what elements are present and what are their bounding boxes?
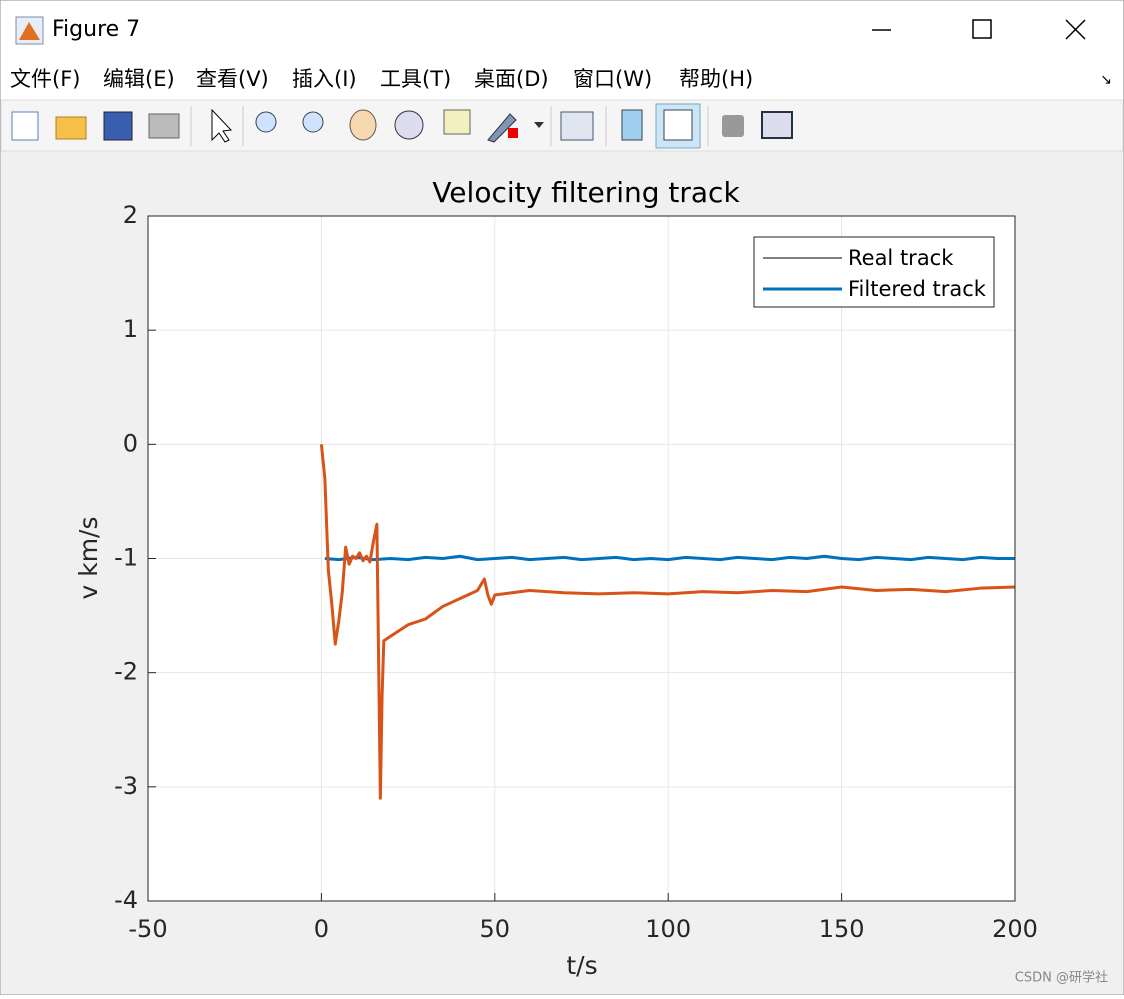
tool-dropdown[interactable] bbox=[534, 122, 544, 128]
menu-item[interactable]: 文件(F) bbox=[10, 67, 80, 91]
tool-brush-color bbox=[508, 128, 518, 138]
legend-label: Real track bbox=[848, 246, 954, 270]
y-tick-label: 0 bbox=[123, 429, 138, 457]
tool-save[interactable] bbox=[103, 111, 133, 141]
tool-legend[interactable] bbox=[663, 109, 693, 141]
tool-brush[interactable] bbox=[487, 113, 517, 143]
tool-rotate[interactable] bbox=[394, 110, 424, 140]
legend-box bbox=[753, 236, 995, 308]
menu-item[interactable]: 编辑(E) bbox=[103, 67, 175, 91]
x-tick-label: -50 bbox=[128, 915, 167, 943]
title-bar bbox=[1, 1, 1123, 58]
tool-colorbar[interactable] bbox=[621, 109, 643, 141]
legend-label: Filtered track bbox=[848, 277, 987, 301]
menu-item[interactable]: 插入(I) bbox=[292, 67, 357, 91]
app-icon-shape bbox=[19, 22, 40, 40]
tool-pointer[interactable] bbox=[211, 108, 233, 143]
close-button[interactable] bbox=[1065, 19, 1086, 40]
x-tick-label: 50 bbox=[480, 915, 511, 943]
tool-zoom-out[interactable] bbox=[302, 111, 324, 133]
tool-zoom-in[interactable] bbox=[255, 111, 277, 133]
window-title: Figure 7 bbox=[52, 17, 140, 42]
dock-arrow[interactable]: ↘ bbox=[1100, 72, 1112, 88]
maximize-button[interactable] bbox=[972, 19, 992, 39]
x-tick-label: 0 bbox=[314, 915, 329, 943]
y-axis-label: v km/s bbox=[74, 516, 103, 599]
data-line bbox=[324, 554, 1015, 562]
tool-datatip[interactable] bbox=[443, 109, 471, 135]
x-tick-label: 100 bbox=[645, 915, 691, 943]
chart-title: Velocity filtering track bbox=[432, 176, 740, 209]
x-tick-label: 200 bbox=[992, 915, 1038, 943]
menu-item[interactable]: 查看(V) bbox=[196, 67, 269, 91]
menu-item[interactable]: 窗口(W) bbox=[573, 67, 652, 91]
tool-plot-tools[interactable] bbox=[761, 111, 793, 139]
tool-hide[interactable] bbox=[722, 115, 744, 137]
tool-pan[interactable] bbox=[349, 109, 377, 141]
menu-bar bbox=[1, 58, 1123, 100]
y-tick-label: -3 bbox=[114, 772, 138, 800]
menu-item[interactable]: 帮助(H) bbox=[679, 67, 753, 91]
menu-item[interactable]: 工具(T) bbox=[380, 67, 451, 91]
x-axis-label: t/s bbox=[566, 951, 597, 980]
menu-item[interactable]: 桌面(D) bbox=[474, 67, 549, 91]
y-tick-label: -2 bbox=[114, 658, 138, 686]
y-tick-label: -1 bbox=[114, 544, 138, 572]
y-tick-label: 1 bbox=[123, 315, 138, 343]
tool-open[interactable] bbox=[55, 116, 87, 140]
watermark: CSDN @研学社 bbox=[1015, 970, 1108, 986]
axes-box bbox=[147, 215, 1016, 902]
tool-print[interactable] bbox=[148, 113, 180, 139]
y-tick-label: -4 bbox=[114, 886, 138, 914]
tool-link[interactable] bbox=[560, 111, 594, 141]
data-line bbox=[319, 444, 1016, 800]
x-tick-label: 150 bbox=[819, 915, 865, 943]
y-tick-label: 2 bbox=[123, 201, 138, 229]
toolbar-icons bbox=[11, 103, 793, 149]
tool-new[interactable] bbox=[11, 111, 39, 141]
